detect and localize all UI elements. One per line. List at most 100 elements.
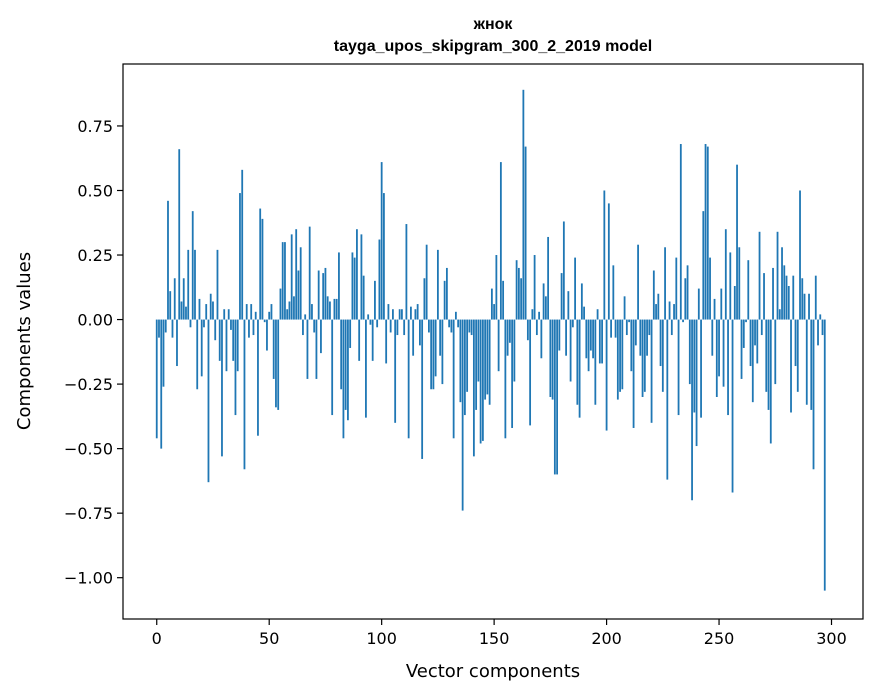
bar — [639, 319, 642, 356]
bar — [299, 247, 302, 320]
bar — [173, 278, 176, 320]
bar — [369, 319, 372, 325]
bar — [261, 218, 264, 320]
bar — [646, 319, 648, 356]
bar — [515, 260, 518, 320]
bar — [493, 304, 496, 320]
bar — [470, 319, 473, 336]
bar — [709, 257, 711, 320]
bar — [218, 319, 221, 361]
bar — [817, 319, 819, 346]
bar — [616, 319, 619, 400]
bar — [311, 304, 313, 320]
bar — [810, 319, 813, 410]
bar — [792, 275, 795, 320]
bar — [407, 319, 410, 439]
bar — [207, 319, 210, 483]
bar — [535, 319, 538, 336]
bar — [760, 319, 763, 336]
bar — [230, 319, 232, 330]
bar — [326, 296, 329, 320]
bar — [436, 249, 439, 320]
bar — [394, 319, 397, 423]
bar — [187, 249, 190, 320]
bar — [697, 288, 700, 320]
bar — [738, 247, 741, 320]
bar — [805, 319, 808, 405]
bar — [758, 231, 761, 320]
bar — [601, 319, 603, 364]
bar — [488, 319, 491, 405]
bar — [353, 257, 356, 320]
bar — [313, 319, 316, 333]
bar — [517, 267, 520, 320]
x-tick-label: 100 — [366, 629, 397, 648]
bar — [432, 319, 435, 390]
bar — [335, 298, 338, 320]
bar — [338, 252, 340, 320]
bar — [434, 319, 437, 377]
bar — [583, 306, 585, 320]
bar — [540, 319, 543, 359]
bar — [239, 193, 241, 320]
chart-title: жнок — [473, 16, 514, 33]
bar — [589, 319, 592, 351]
bar — [333, 298, 336, 320]
bar — [340, 319, 343, 390]
bar — [212, 301, 214, 320]
plot-frame — [122, 63, 864, 620]
bar — [331, 319, 334, 416]
bar — [700, 319, 702, 418]
bar — [531, 309, 534, 320]
bar — [329, 301, 331, 320]
bar — [268, 311, 271, 320]
bar — [279, 288, 282, 320]
bar — [641, 319, 644, 397]
bar — [659, 319, 662, 367]
bar — [497, 319, 500, 372]
bar — [421, 319, 424, 459]
y-tick-label: −0.50 — [64, 440, 113, 459]
bar — [549, 319, 552, 397]
bar — [182, 278, 185, 320]
bar — [344, 319, 347, 410]
bar — [695, 319, 698, 447]
bar — [419, 319, 421, 346]
bar — [194, 249, 196, 320]
bar — [286, 309, 289, 320]
bar — [468, 319, 471, 333]
bar — [607, 203, 610, 320]
bar — [288, 301, 291, 320]
bar — [290, 234, 293, 320]
bar — [724, 229, 727, 320]
bar — [682, 319, 684, 323]
bar — [790, 319, 792, 413]
bar — [774, 319, 777, 385]
bar — [783, 265, 786, 320]
bar — [169, 291, 172, 320]
bar — [439, 319, 442, 356]
bar — [661, 319, 664, 392]
bar — [185, 306, 187, 320]
y-tick-label: 0.00 — [77, 311, 113, 330]
bar — [236, 319, 239, 372]
bar — [576, 319, 579, 405]
bar — [781, 247, 783, 320]
bar — [250, 304, 253, 320]
bar — [459, 319, 462, 403]
bar — [814, 275, 817, 320]
bar — [412, 319, 415, 356]
bar — [450, 319, 453, 333]
bar — [428, 319, 430, 333]
bar — [727, 319, 729, 416]
bar — [623, 296, 626, 320]
bar — [526, 319, 529, 341]
bar — [502, 280, 505, 320]
bar — [720, 288, 723, 320]
bar — [272, 319, 275, 379]
bar — [443, 280, 446, 320]
bar — [405, 224, 408, 320]
bar — [416, 304, 419, 320]
bar — [295, 229, 298, 320]
bar — [767, 319, 770, 410]
